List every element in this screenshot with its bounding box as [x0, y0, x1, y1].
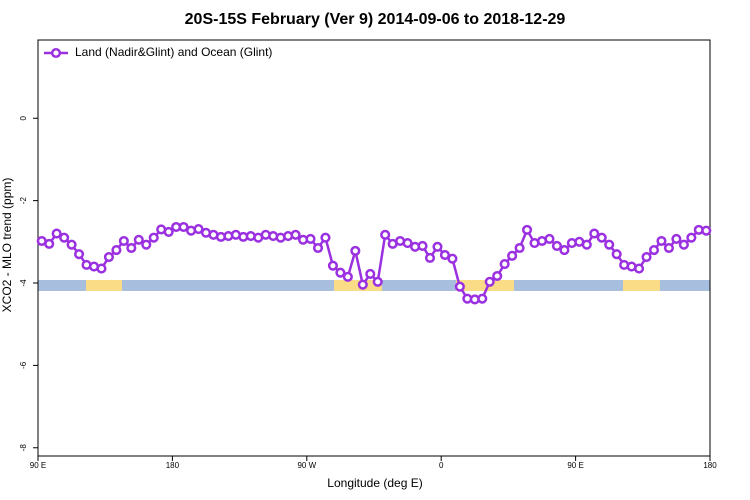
data-point — [357, 279, 368, 290]
data-point — [648, 245, 660, 256]
x-tick-label: 0 — [439, 461, 444, 470]
data-point — [424, 252, 436, 263]
y-tick-label: -8 — [19, 444, 28, 452]
data-point — [305, 233, 316, 244]
data-point — [163, 226, 174, 237]
data-point — [492, 270, 503, 282]
data-point — [604, 239, 615, 250]
data-point — [663, 242, 674, 254]
data-point — [454, 281, 465, 292]
data-point — [484, 276, 495, 287]
data-point — [507, 250, 518, 261]
data-point — [126, 242, 137, 254]
data-point — [686, 232, 697, 243]
data-point — [133, 234, 144, 245]
data-point — [656, 235, 667, 247]
y-tick-label: -2 — [19, 197, 28, 205]
data-point — [312, 242, 324, 254]
data-point — [514, 242, 525, 254]
data-point — [111, 245, 122, 256]
data-point — [74, 249, 85, 260]
data-point — [559, 245, 570, 256]
data-point — [499, 259, 510, 270]
data-point — [380, 229, 391, 240]
x-tick-label: 90 E — [30, 461, 46, 470]
legend: Land (Nadir&Glint) and Ocean (Glint) — [44, 45, 272, 59]
data-point — [671, 233, 682, 244]
x-tick-label: 90 E — [567, 461, 583, 470]
data-point — [118, 235, 129, 247]
data-point — [641, 252, 652, 263]
y-axis-label: XCO2 - MLO trend (ppm) — [0, 178, 14, 313]
data-point — [365, 268, 376, 279]
data-point — [44, 238, 55, 249]
data-point — [634, 263, 645, 274]
y-tick-label: -4 — [19, 279, 28, 287]
data-point — [522, 224, 533, 235]
data-point — [678, 239, 689, 250]
data-point — [141, 239, 152, 250]
chart-title: 20S-15S February (Ver 9) 2014-09-06 to 2… — [185, 11, 566, 28]
data-point — [544, 233, 555, 244]
data-point — [372, 276, 383, 287]
data-point — [342, 271, 353, 282]
y-tick-label: 0 — [19, 115, 28, 120]
data-point — [327, 260, 338, 271]
data-point — [417, 240, 428, 251]
data-point — [350, 245, 361, 256]
data-point — [96, 263, 107, 274]
plot-frame — [37, 39, 711, 457]
data-point — [581, 239, 592, 250]
x-axis-label: Longitude (deg E) — [327, 476, 422, 490]
land-patch — [623, 280, 660, 291]
data-point — [290, 229, 301, 240]
data-point — [103, 252, 114, 263]
data-point — [477, 293, 488, 304]
data-point — [439, 249, 450, 261]
data-point — [193, 224, 204, 235]
y-tick-label: -6 — [19, 361, 28, 369]
data-point — [589, 228, 600, 239]
data-point — [596, 232, 607, 243]
data-point — [611, 249, 622, 260]
land-patch — [86, 280, 122, 291]
x-tick-label: 180 — [703, 461, 717, 470]
land-patch — [456, 280, 514, 291]
data-point — [402, 238, 413, 249]
data-point — [551, 240, 562, 251]
x-tick-label: 90 W — [297, 461, 316, 470]
data-point — [178, 221, 189, 233]
data-point — [59, 232, 70, 243]
legend-marker — [50, 47, 62, 59]
data-point — [51, 228, 62, 239]
data-point — [335, 267, 346, 278]
data-point — [432, 241, 443, 252]
legend-label: Land (Nadir&Glint) and Ocean (Glint) — [75, 45, 272, 59]
x-tick-label: 180 — [166, 461, 180, 470]
data-point — [66, 239, 77, 250]
data-point — [148, 232, 159, 243]
data-point — [320, 232, 331, 243]
data-point — [701, 225, 712, 236]
data-point — [447, 253, 458, 264]
